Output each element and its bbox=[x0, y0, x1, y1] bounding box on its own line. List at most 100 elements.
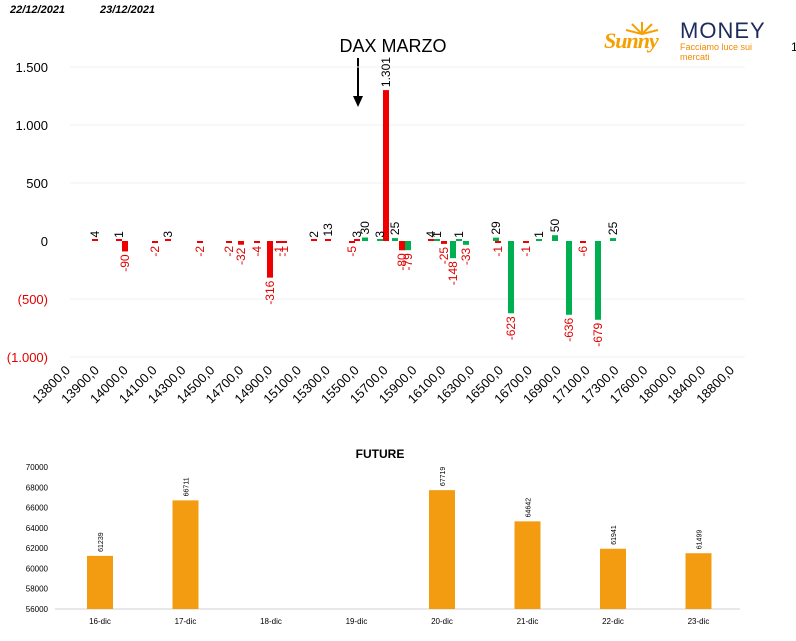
bar bbox=[362, 237, 368, 241]
data-label: 61499 bbox=[697, 530, 704, 550]
sunny-money-logo: Sunny MONEY Facciamo luce sui mercati bbox=[604, 18, 784, 62]
data-label: -148 bbox=[446, 261, 460, 285]
logo-sunny-text: Sunny bbox=[604, 28, 659, 53]
bar bbox=[325, 239, 331, 241]
x-tick-label: 16-dic bbox=[89, 617, 111, 626]
data-label: 67719 bbox=[440, 467, 447, 487]
y-tick-label: 58000 bbox=[26, 585, 49, 594]
data-label: 1 bbox=[452, 231, 466, 238]
data-label: -1 bbox=[491, 246, 505, 257]
bar bbox=[354, 239, 360, 241]
y-tick-label: 1.500 bbox=[15, 60, 48, 75]
x-tick-label: 22-dic bbox=[602, 617, 624, 626]
data-label: 1 bbox=[430, 231, 444, 238]
bar bbox=[267, 241, 273, 278]
data-label: -636 bbox=[562, 317, 576, 341]
y-tick-label: (1.000) bbox=[7, 350, 48, 365]
logo-tagline: Facciamo luce sui mercati bbox=[680, 42, 753, 62]
data-label: 66711 bbox=[184, 477, 191, 496]
bar bbox=[122, 241, 128, 252]
data-label: 3 bbox=[373, 231, 387, 238]
bar bbox=[276, 241, 282, 243]
y-tick-label: 0 bbox=[41, 234, 48, 249]
bar bbox=[92, 239, 98, 241]
logo-money-text: MONEY bbox=[680, 18, 766, 43]
chart-title: FUTURE bbox=[356, 447, 405, 461]
bar bbox=[116, 239, 122, 241]
bar bbox=[580, 241, 586, 243]
data-label: -6 bbox=[576, 246, 590, 257]
bar bbox=[383, 90, 389, 241]
data-label: 50 bbox=[548, 219, 562, 233]
data-label: -90 bbox=[118, 254, 132, 272]
data-label: 4 bbox=[88, 231, 102, 238]
bar bbox=[254, 241, 260, 243]
bar bbox=[152, 241, 158, 243]
bar bbox=[349, 241, 355, 243]
bar bbox=[536, 239, 542, 241]
data-label: 61239 bbox=[98, 532, 105, 552]
bar bbox=[429, 490, 455, 609]
y-tick-label: 64000 bbox=[26, 524, 49, 533]
bar bbox=[514, 521, 541, 609]
sun-icon bbox=[625, 22, 659, 35]
data-label: 2 bbox=[307, 231, 321, 238]
bar bbox=[405, 241, 411, 251]
bar bbox=[392, 238, 398, 241]
data-label: 25 bbox=[388, 221, 402, 235]
bar bbox=[226, 241, 232, 243]
y-tick-label: 70000 bbox=[26, 463, 49, 472]
data-label: -32 bbox=[234, 247, 248, 265]
bar bbox=[600, 548, 626, 609]
page-number: 1 bbox=[791, 40, 796, 54]
data-label: 3 bbox=[350, 231, 364, 238]
bar bbox=[281, 241, 287, 243]
bar bbox=[508, 241, 514, 314]
y-tick-label: 500 bbox=[26, 176, 48, 191]
bar bbox=[428, 239, 434, 241]
data-label: -316 bbox=[263, 280, 277, 304]
data-label: 13 bbox=[321, 223, 335, 237]
data-label: 4 bbox=[424, 231, 438, 238]
date-left: 22/12/2021 bbox=[10, 4, 66, 16]
y-tick-label: 68000 bbox=[26, 483, 49, 492]
bar bbox=[87, 555, 113, 609]
down-arrow-icon bbox=[353, 58, 363, 107]
x-tick-label: 19-dic bbox=[346, 617, 368, 626]
data-label: 1 bbox=[112, 231, 126, 238]
y-tick-label: 66000 bbox=[26, 504, 49, 513]
data-label: -33 bbox=[459, 248, 473, 266]
data-label: 1 bbox=[532, 231, 546, 238]
bar bbox=[434, 239, 440, 241]
bar bbox=[523, 241, 529, 243]
data-label: -25 bbox=[437, 247, 451, 265]
data-label: -2 bbox=[148, 246, 162, 257]
data-label: 25 bbox=[606, 221, 620, 235]
bar bbox=[165, 239, 171, 241]
data-label: 64642 bbox=[526, 498, 533, 518]
bar bbox=[172, 500, 199, 609]
y-tick-label: 1.000 bbox=[15, 118, 48, 133]
data-label: -1 bbox=[519, 246, 533, 257]
x-tick-label: 23-dic bbox=[688, 617, 710, 626]
y-tick-label: 60000 bbox=[26, 564, 49, 573]
future-chart: FUTURE 56000 58000 60000 62000 64000 66000 680… bbox=[26, 447, 740, 626]
data-label: -2 bbox=[193, 246, 207, 257]
bar bbox=[311, 239, 317, 241]
bar bbox=[595, 241, 601, 320]
data-label: -2 bbox=[222, 246, 236, 257]
bar bbox=[610, 238, 616, 241]
bar bbox=[495, 241, 501, 243]
data-label: 1.301 bbox=[379, 57, 393, 87]
bar bbox=[377, 239, 383, 241]
bar bbox=[685, 553, 712, 609]
y-tick-label: 62000 bbox=[26, 544, 49, 553]
y-tick-label: 56000 bbox=[26, 605, 49, 614]
data-label: -80 bbox=[395, 253, 409, 271]
data-label: -4 bbox=[250, 246, 264, 257]
bar bbox=[197, 241, 203, 243]
data-label: 3 bbox=[161, 231, 175, 238]
x-tick-label: 20-dic bbox=[431, 617, 453, 626]
data-label: -1 bbox=[277, 246, 291, 257]
bar bbox=[399, 241, 405, 251]
